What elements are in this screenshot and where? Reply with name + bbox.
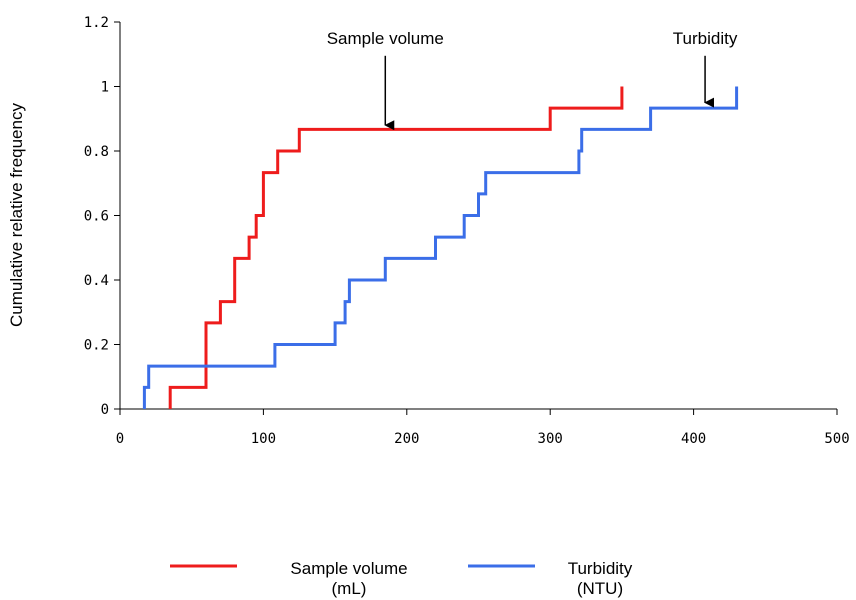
x-tick-label: 300	[538, 431, 563, 447]
legend: Sample volume (mL) Turbidity (NTU)	[170, 559, 633, 598]
x-tick-label: 200	[394, 431, 419, 447]
x-tick-label: 100	[251, 431, 276, 447]
series-line-sample-volume	[168, 86, 624, 409]
y-tick-label: 1	[101, 80, 109, 96]
y-axis-title: Cumulative relative frequency	[7, 103, 26, 327]
x-tick-label: 0	[116, 431, 124, 447]
y-tick-label: 0.2	[84, 338, 109, 354]
series-line-turbidity	[142, 86, 739, 409]
x-tick-label: 500	[824, 431, 849, 447]
legend-label-turbidity: Turbidity	[568, 559, 633, 578]
y-tick-label: 0.6	[84, 209, 109, 225]
y-tick-label: 0.4	[84, 273, 109, 289]
legend-label-sample-volume: Sample volume	[290, 559, 407, 578]
x-tick-label: 400	[681, 431, 706, 447]
y-tick-label: 0.8	[84, 144, 109, 160]
annotation-sample-volume: Sample volume	[327, 29, 444, 48]
y-tick-label: 1.2	[84, 15, 109, 31]
annotation-turbidity: Turbidity	[673, 29, 738, 48]
y-tick-label: 0	[101, 402, 109, 418]
legend-label-turbidity-unit: (NTU)	[577, 579, 623, 598]
legend-label-sample-volume-unit: (mL)	[332, 579, 367, 598]
